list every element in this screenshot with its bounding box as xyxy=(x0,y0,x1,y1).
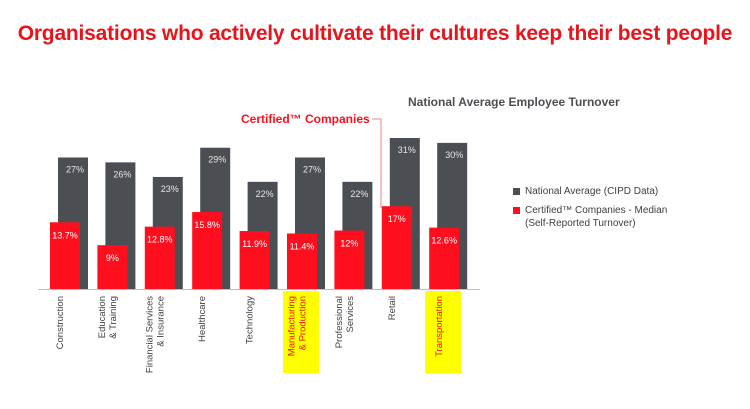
data-label-certified: 12.8% xyxy=(147,235,173,245)
callout-certified-line xyxy=(372,118,382,208)
data-label-national: 31% xyxy=(398,145,416,155)
legend-swatch-national xyxy=(513,188,520,195)
data-label-certified: 12% xyxy=(340,239,358,249)
category-label: ProfessionalServices xyxy=(334,296,356,349)
data-label-national: 23% xyxy=(161,184,179,194)
bar-certified xyxy=(50,222,80,289)
data-label-national: 26% xyxy=(113,169,131,179)
category-highlight xyxy=(283,291,319,373)
callout-national: National Average Employee Turnover xyxy=(408,95,620,109)
data-label-national: 27% xyxy=(303,164,321,174)
data-label-national: 27% xyxy=(66,164,84,174)
callout-certified: Certified™ Companies xyxy=(241,112,370,126)
category-label: Construction xyxy=(55,296,66,349)
bar-certified xyxy=(334,230,365,289)
category-label: Transportation xyxy=(434,296,445,357)
data-label-certified: 15.8% xyxy=(194,220,220,230)
data-label-certified: 11.4% xyxy=(290,241,315,251)
category-label: Financial Services& Insurance xyxy=(144,296,166,373)
data-label-certified: 9% xyxy=(106,253,119,263)
legend-label-certified: Certified™ Companies - Median xyxy=(525,205,668,216)
bar-certified xyxy=(429,227,460,289)
bar-certified xyxy=(192,212,223,289)
category-label: Retail xyxy=(387,296,398,320)
bar-certified xyxy=(381,206,412,289)
legend-label-certified-sub: (Self-Reported Turnover) xyxy=(525,218,636,229)
category-label: Education& Training xyxy=(97,296,119,339)
data-label-certified: 13.7% xyxy=(52,230,78,240)
data-label-certified: 12.6% xyxy=(431,236,457,246)
data-label-certified: 11.9% xyxy=(242,239,267,249)
legend-label-national: National Average (CIPD Data) xyxy=(525,186,659,197)
category-label: Healthcare xyxy=(197,296,208,342)
data-label-national: 22% xyxy=(350,189,368,199)
data-label-national: 22% xyxy=(256,189,274,199)
bar-certified xyxy=(287,233,317,289)
data-label-certified: 17% xyxy=(388,214,406,224)
category-highlight xyxy=(425,291,462,373)
legend: National Average (CIPD Data) Certified™ … xyxy=(513,185,667,236)
category-label: Manufacturing& Production xyxy=(287,296,309,356)
legend-item-certified: Certified™ Companies - Median (Self-Repo… xyxy=(513,204,667,230)
category-label: Technology xyxy=(245,296,256,344)
bar-certified xyxy=(144,226,175,289)
data-label-national: 30% xyxy=(445,150,463,160)
legend-item-national: National Average (CIPD Data) xyxy=(513,185,667,198)
chart-title: Organisations who actively cultivate the… xyxy=(17,22,733,45)
data-label-national: 29% xyxy=(208,155,226,165)
bar-certified xyxy=(239,231,270,289)
bar-certified xyxy=(97,245,128,289)
legend-swatch-certified xyxy=(513,207,520,214)
